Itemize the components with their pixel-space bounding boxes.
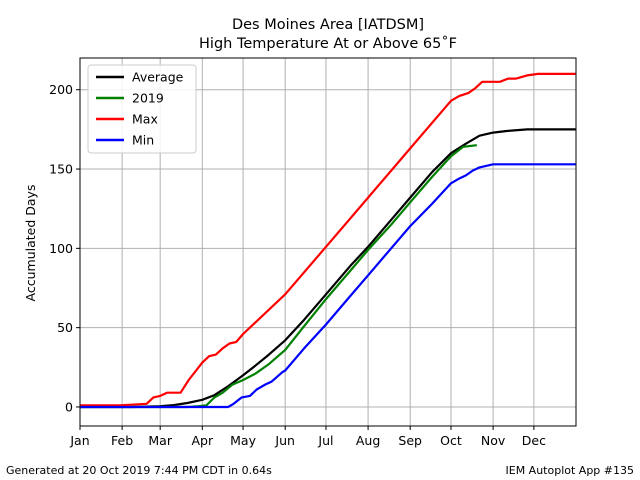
x-tick-label: Mar [148, 433, 172, 448]
y-tick-label: 100 [49, 241, 73, 256]
chart-title: Des Moines Area [IATDSM] [232, 17, 424, 33]
y-tick-label: 150 [49, 162, 73, 177]
y-tick-label: 200 [49, 82, 73, 97]
legend-label-max: Max [132, 112, 158, 127]
footer-generated-text: Generated at 20 Oct 2019 7:44 PM CDT in … [6, 464, 272, 477]
plot-frame [79, 57, 577, 427]
y-tick-label: 50 [57, 320, 73, 335]
x-tick-label: Jun [274, 433, 295, 448]
x-tick-label: May [230, 433, 256, 448]
legend-label-min: Min [132, 133, 154, 148]
series-line-2019 [80, 144, 477, 409]
series-line-max [80, 72, 576, 407]
x-tick-label: Dec [522, 433, 546, 448]
x-tick-label: Nov [481, 433, 506, 448]
y-axis-label: Accumulated Days [23, 185, 38, 302]
legend-label-2019: 2019 [132, 91, 164, 106]
footer-app-label: IEM Autoplot App #135 [505, 464, 635, 477]
x-tick-label: Jul [317, 433, 333, 448]
legend-label-average: Average [132, 70, 184, 85]
x-tick-label: Feb [111, 433, 133, 448]
series-line-min [80, 163, 576, 409]
x-tick-label: Apr [191, 433, 213, 448]
legend-box [87, 64, 197, 154]
x-tick-label: Sep [398, 433, 422, 448]
plot-area: Jan Feb Mar Apr May Jun Jul Aug Sep Oct Nov Dec 0 50 1… [49, 57, 577, 448]
x-tick-label: Oct [440, 433, 462, 448]
y-tick-label: 0 [65, 399, 73, 414]
chart-subtitle: High Temperature At or Above 65˚F [199, 35, 457, 52]
x-tick-label: Aug [356, 433, 380, 448]
series-line-average [80, 128, 576, 409]
x-tick-label: Jan [69, 433, 89, 448]
